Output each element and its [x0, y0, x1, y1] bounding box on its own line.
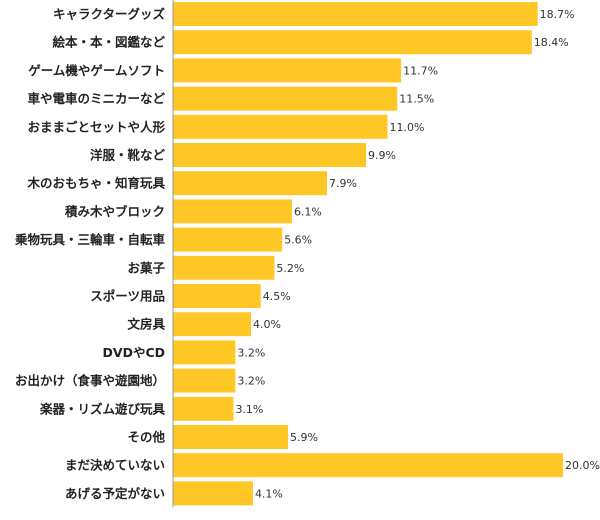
bars-layer [173, 2, 563, 506]
bar [173, 143, 367, 167]
category-label: 洋服・靴など [90, 148, 166, 163]
category-label: まだ決めていない [65, 458, 165, 473]
value-label: 4.5% [263, 290, 291, 303]
category-label: 絵本・本・図鑑など [52, 35, 165, 50]
bar [173, 199, 292, 224]
bar [173, 425, 289, 449]
value-label: 20.0% [565, 459, 600, 472]
value-label: 5.9% [290, 431, 318, 444]
category-label: 楽器・リズム遊び玩具 [39, 401, 166, 416]
category-label: あげる予定がない [65, 486, 165, 501]
value-label: 11.5% [399, 93, 434, 106]
value-label: 11.0% [390, 121, 425, 134]
category-label: キャラクターグッズ [53, 7, 166, 22]
bar [173, 284, 261, 308]
category-label: 文房具 [127, 317, 165, 332]
category-label: ゲーム機やゲームソフト [28, 63, 165, 78]
category-label: 乗物玩具・三輪車・自転車 [14, 232, 166, 247]
category-label: その他 [127, 430, 165, 445]
bar [173, 368, 236, 393]
value-label: 7.9% [329, 177, 357, 190]
bar [173, 114, 388, 139]
value-labels-layer: 18.7% 18.4% 11.7% 11.5% 11.0% 9.9% 7.9% 6.1% 5.6… [235, 8, 600, 500]
bar [173, 30, 532, 55]
bar [173, 86, 398, 111]
value-label: 11.7% [403, 64, 438, 77]
category-label: DVDやCD [103, 345, 165, 360]
value-label: 6.1% [294, 205, 322, 218]
category-label: 積み木やブロック [64, 204, 165, 219]
category-label: スポーツ用品 [90, 289, 165, 304]
category-label: 木のおもちゃ・知育玩具 [26, 176, 165, 191]
value-label: 4.0% [253, 318, 281, 331]
value-label: 18.4% [534, 36, 569, 49]
bar [173, 227, 283, 252]
value-label: 3.2% [237, 375, 265, 388]
value-label: 4.1% [255, 487, 283, 500]
value-label: 5.6% [284, 234, 312, 247]
value-label: 9.9% [368, 149, 396, 162]
bar [173, 255, 275, 280]
category-labels-layer: キャラクターグッズ絵本・本・図鑑などゲーム機やゲームソフト車や電車のミニカーなど… [14, 7, 166, 501]
bar [173, 312, 251, 337]
bar [173, 396, 234, 421]
category-label: お出かけ（食事や遊園地） [15, 373, 165, 388]
category-label: お菓子 [127, 260, 165, 275]
bar [173, 58, 402, 83]
bar [173, 481, 253, 506]
value-label: 18.7% [540, 8, 575, 21]
bar [173, 2, 538, 26]
bar [173, 340, 236, 365]
category-label: おままごとセットや人形 [27, 119, 165, 134]
category-label: 車や電車のミニカーなど [27, 91, 165, 106]
value-label: 5.2% [276, 262, 304, 275]
bar [173, 171, 328, 196]
bar [173, 453, 563, 478]
value-label: 3.2% [237, 346, 265, 359]
value-label: 3.1% [235, 403, 263, 416]
